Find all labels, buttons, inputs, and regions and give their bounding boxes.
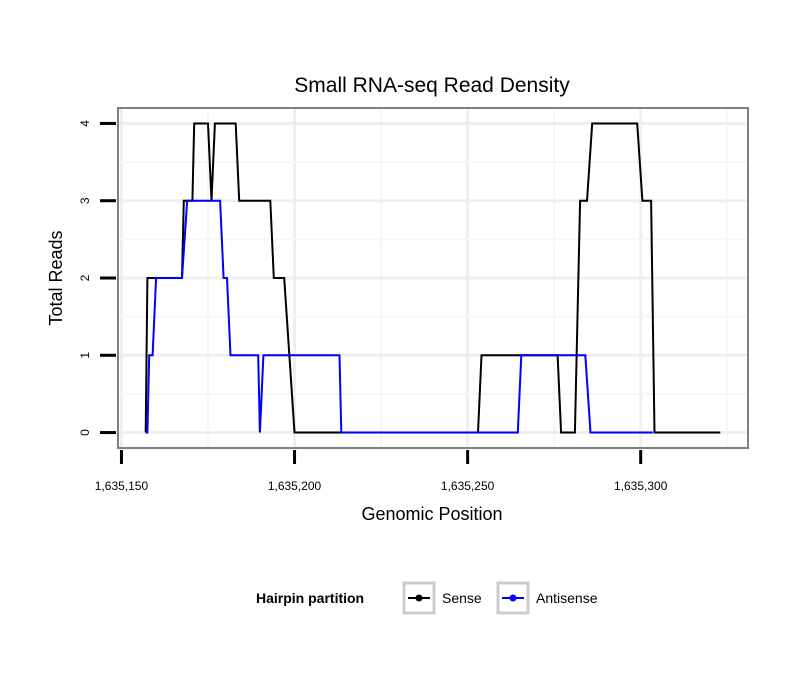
chart-title: Small RNA-seq Read Density <box>294 74 570 97</box>
y-tick-label: 1 <box>78 352 92 359</box>
x-tick-label: 1,635,250 <box>441 479 495 493</box>
x-axis-title: Genomic Position <box>361 504 502 524</box>
x-tick-label: 1,635,300 <box>614 479 668 493</box>
x-tick-label: 1,635,200 <box>268 479 322 493</box>
x-axis: 1,635,150 1,635,200 1,635,250 1,635,300 <box>95 450 668 493</box>
series-line-antisense <box>145 199 653 434</box>
legend-title: Hairpin partition <box>256 590 364 606</box>
y-axis: 0 1 2 3 4 <box>78 120 116 436</box>
y-tick-label: 4 <box>78 120 92 127</box>
legend: Hairpin partition Sense Antisense <box>256 581 598 615</box>
legend-item-sense: Sense <box>402 581 482 615</box>
legend-items: Sense Antisense <box>402 581 598 615</box>
legend-label: Antisense <box>536 590 598 606</box>
legend-key-point <box>509 594 517 602</box>
y-tick-label: 2 <box>78 274 92 281</box>
gridlines <box>118 108 748 448</box>
y-axis-title: Total Reads <box>46 230 66 325</box>
legend-key-point <box>415 594 423 602</box>
legend-label: Sense <box>442 590 482 606</box>
series-layer <box>144 122 721 434</box>
x-tick-label: 1,635,150 <box>95 479 149 493</box>
y-tick-label: 0 <box>78 429 92 436</box>
plot-border <box>117 107 749 449</box>
y-tick-label: 3 <box>78 197 92 204</box>
legend-item-antisense: Antisense <box>496 581 598 615</box>
